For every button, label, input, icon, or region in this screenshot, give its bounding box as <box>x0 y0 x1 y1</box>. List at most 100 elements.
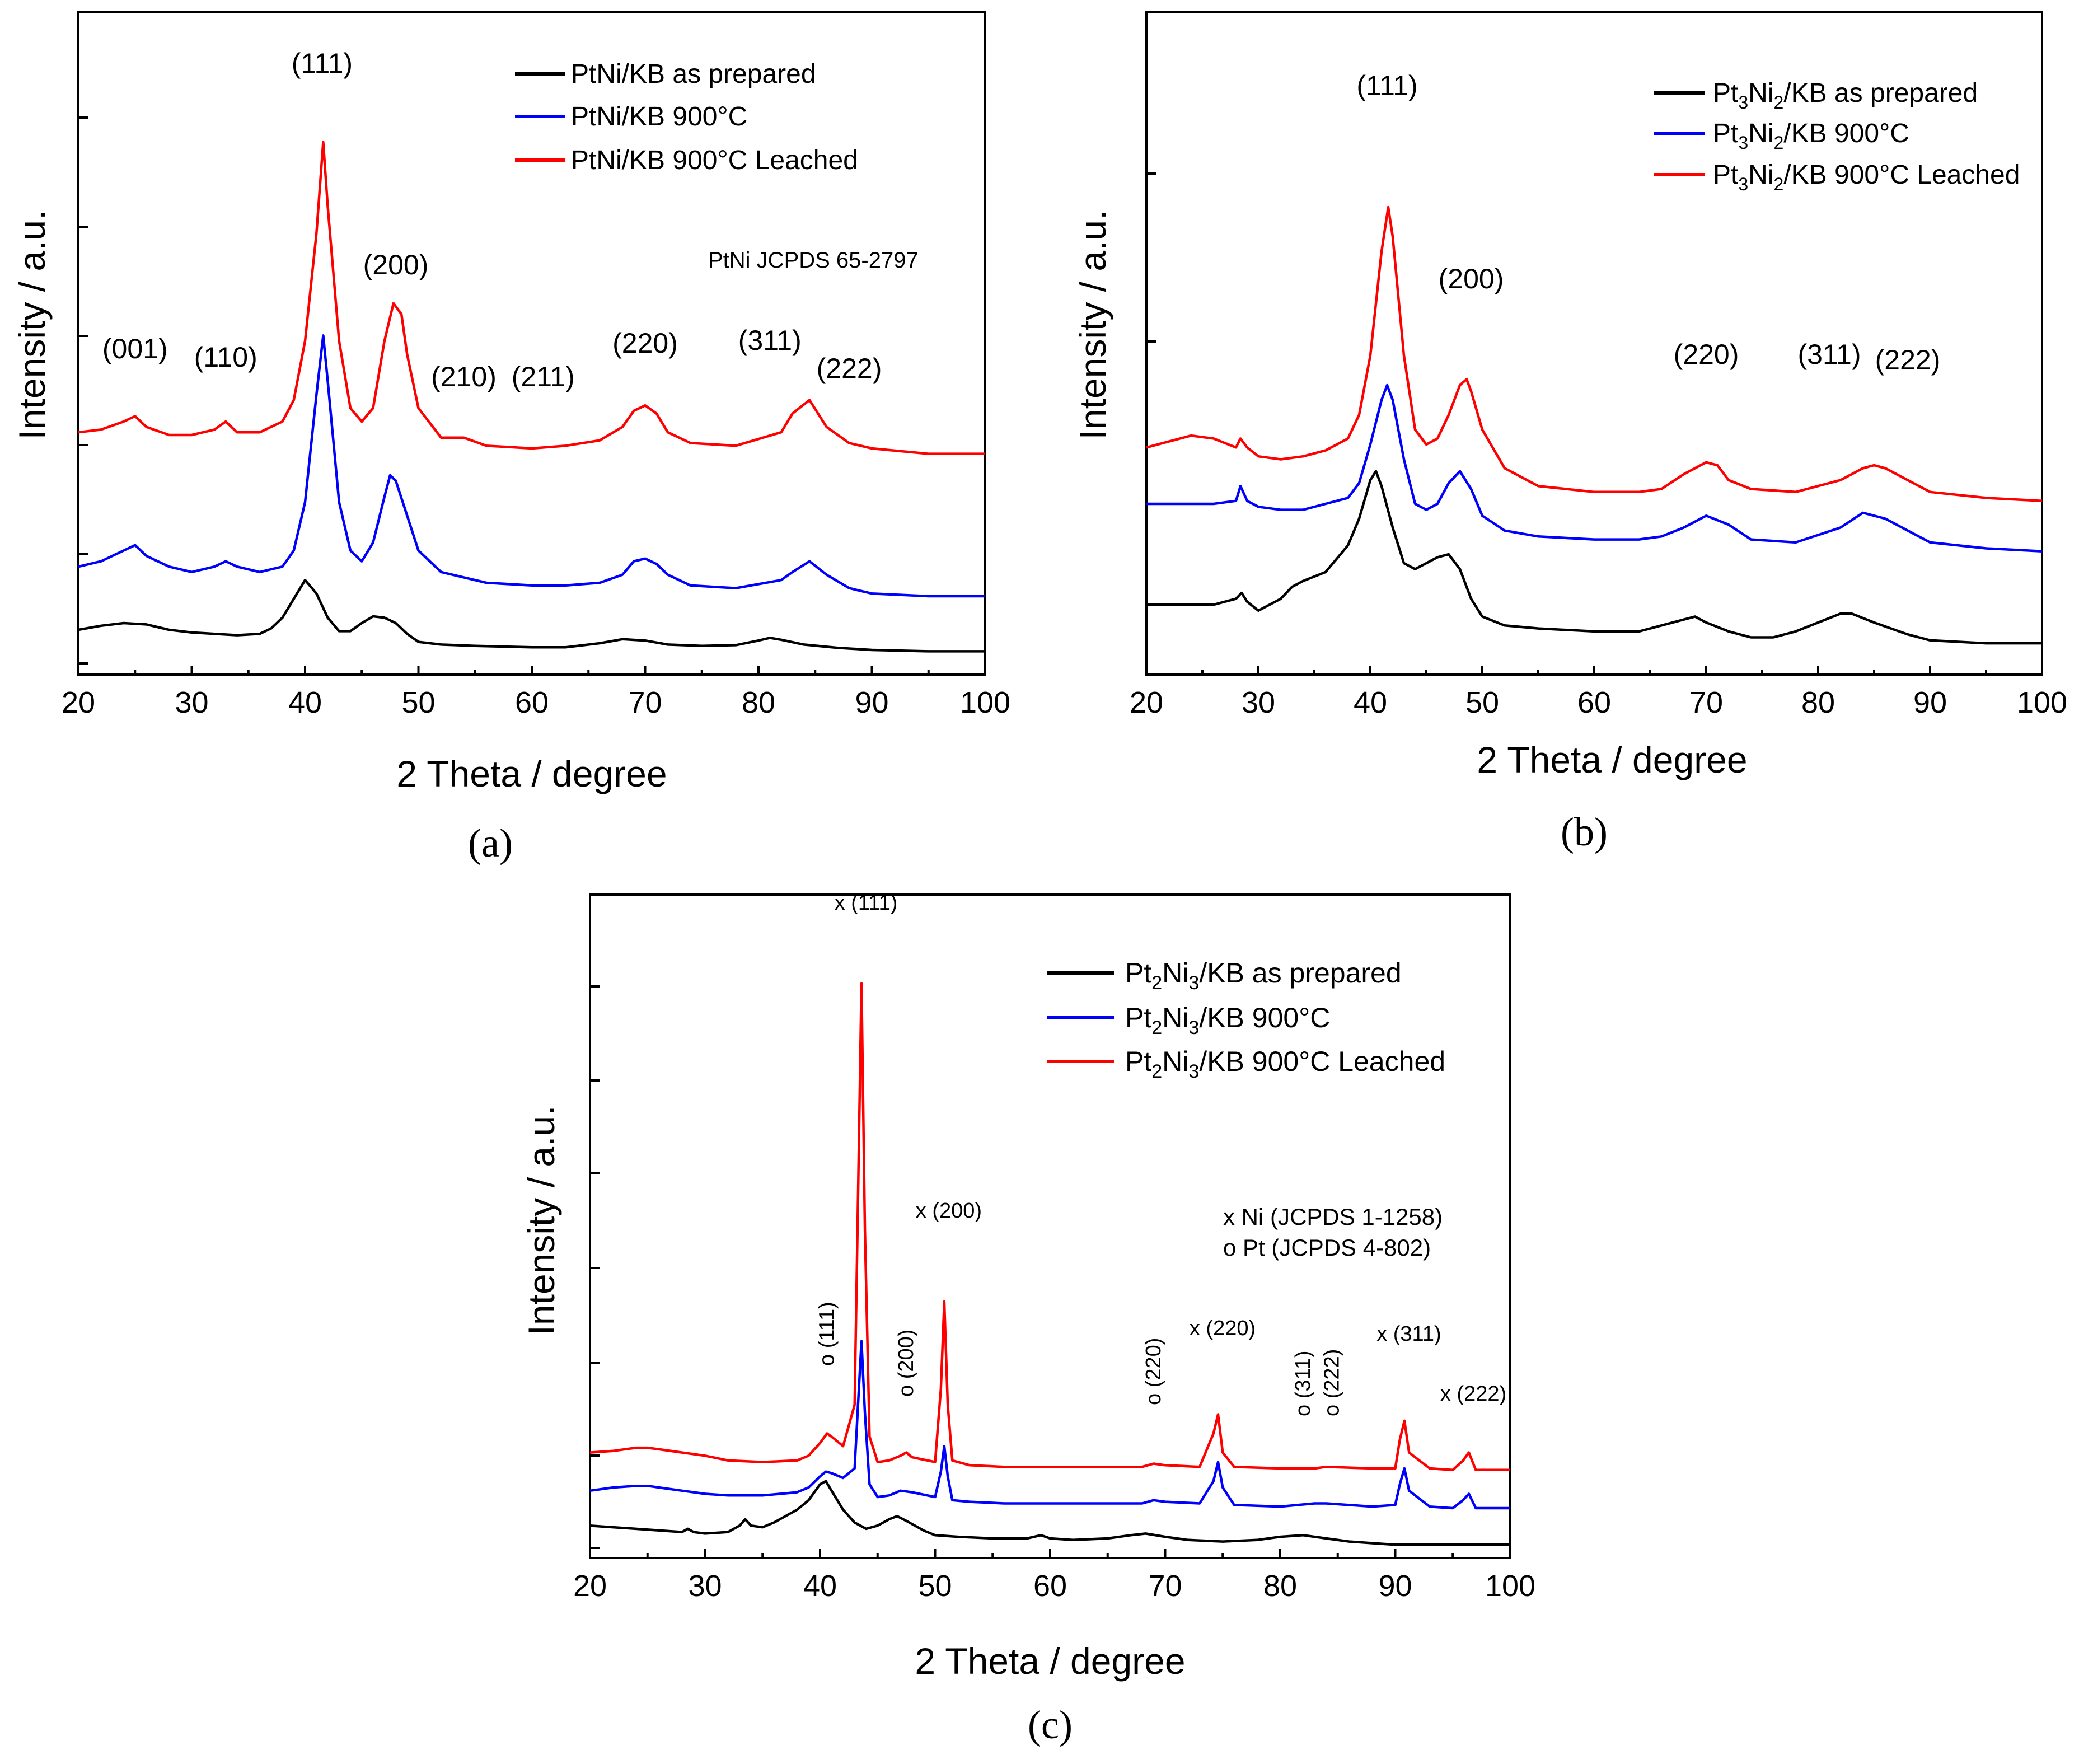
peak-label-c-1: x (200) <box>916 1199 982 1223</box>
y-axis-title-a: Intensity / a.u. <box>11 210 53 440</box>
peak-labels-b: (111) (200) (220) (311) (222) <box>1356 70 1940 376</box>
peak-labels-a: (001) (110) (111) (200) (210) (211) (220) (311)… <box>102 48 882 392</box>
peak-label-a-5: (211) <box>512 361 575 392</box>
x-tick-label-a-60: 60 <box>515 686 549 719</box>
x-ticks-b: 20 30 40 50 60 70 80 90 100 <box>1130 666 2067 719</box>
legend-a: PtNi/KB as prepared PtNi/KB 900°C PtNi/K… <box>515 59 858 175</box>
x-axis-title-c: 2 Theta / degree <box>915 1640 1185 1682</box>
series-line-c-0 <box>589 1480 1510 1546</box>
jcpds-note-c-ni: x Ni (JCPDS 1-1258) <box>1223 1204 1443 1230</box>
x-tick-label-b-90: 90 <box>1913 686 1947 719</box>
legend-label-c-2: Pt2Ni3/KB 900°C Leached <box>1125 1046 1445 1082</box>
legend-label-c-0: Pt2Ni3/KB as prepared <box>1125 957 1402 994</box>
peak-label-a-6: (220) <box>612 327 678 359</box>
x-tick-label-a-40: 40 <box>288 686 322 719</box>
peak-label-a-2: (111) <box>292 48 353 79</box>
x-tick-label-a-90: 90 <box>855 686 888 719</box>
curves-b <box>1146 205 2043 645</box>
peak-label-b-3: (311) <box>1797 339 1861 370</box>
series-line-a-2 <box>78 141 985 455</box>
peak-label-a-8: (222) <box>817 353 882 384</box>
x-tick-label-c-50: 50 <box>918 1569 952 1603</box>
peak-label-c-2: x (220) <box>1190 1317 1256 1340</box>
y-ticks-c <box>590 985 600 1549</box>
x-tick-label-c-20: 20 <box>573 1569 607 1603</box>
x-tick-label-b-80: 80 <box>1801 686 1835 719</box>
panel-a: 20 30 40 50 60 70 80 90 100 (001) (110) (111) (200)… <box>11 11 1010 865</box>
x-tick-label-b-30: 30 <box>1242 686 1275 719</box>
x-ticks-c: 20 30 40 50 60 70 80 90 100 <box>573 1549 1535 1603</box>
x-tick-label-b-50: 50 <box>1465 686 1499 719</box>
jcpds-note-c-pt: o Pt (JCPDS 4-802) <box>1223 1234 1431 1261</box>
x-tick-label-c-80: 80 <box>1263 1569 1297 1603</box>
peak-label-a-7: (311) <box>738 325 802 356</box>
x-ticks-a: 20 30 40 50 60 70 80 90 100 <box>62 666 1010 719</box>
peak-label-a-3: (200) <box>363 249 429 280</box>
legend-label-a-0: PtNi/KB as prepared <box>571 59 816 89</box>
series-line-a-0 <box>78 578 985 653</box>
legend-label-c-1: Pt2Ni3/KB 900°C <box>1125 1002 1330 1038</box>
legend-label-a-1: PtNi/KB 900°C <box>571 102 747 132</box>
series-line-c-1 <box>589 1340 1510 1510</box>
panel-b: 20 30 40 50 60 70 80 90 100 (111) (200) (220) (311)… <box>1072 11 2067 854</box>
y-ticks-a <box>78 116 88 665</box>
legend-label-b-0: Pt3Ni2/KB as prepared <box>1713 78 1978 113</box>
curves-c <box>589 982 1510 1546</box>
legend-label-b-2: Pt3Ni2/KB 900°C Leached <box>1713 160 2020 194</box>
peak-label-a-4: (210) <box>431 361 497 392</box>
peak-labels-c: x (111) x (200) x (220) x (311) x (222) o (11… <box>815 891 1506 1416</box>
x-tick-label-b-60: 60 <box>1577 686 1611 719</box>
jcpds-note-a: PtNi JCPDS 65-2797 <box>708 248 919 273</box>
series-line-b-2 <box>1146 205 2043 502</box>
legend-label-a-2: PtNi/KB 900°C Leached <box>571 146 858 175</box>
caption-a: (a) <box>468 821 513 865</box>
peak-label-b-2: (220) <box>1674 339 1739 370</box>
peak-label-c-3: x (311) <box>1376 1322 1441 1346</box>
plot-frame-b <box>1145 11 2043 676</box>
peak-label-b-0: (111) <box>1356 70 1417 101</box>
x-tick-label-a-80: 80 <box>742 686 775 719</box>
legend-c: Pt2Ni3/KB as prepared Pt2Ni3/KB 900°C Pt… <box>1047 957 1445 1082</box>
x-tick-label-a-20: 20 <box>62 686 95 719</box>
x-tick-label-c-40: 40 <box>803 1569 837 1603</box>
x-tick-label-c-30: 30 <box>688 1569 722 1603</box>
peak-label-c-5: o (111) <box>815 1302 839 1366</box>
peak-label-c-4: x (222) <box>1440 1382 1506 1406</box>
peak-label-a-1: (110) <box>194 341 257 373</box>
curves-a <box>78 141 985 653</box>
series-line-c-2 <box>589 982 1510 1472</box>
caption-b: (b) <box>1561 810 1608 854</box>
peak-label-c-9: o (222) <box>1320 1349 1343 1416</box>
series-line-b-1 <box>1146 383 2043 553</box>
y-axis-title-b: Intensity / a.u. <box>1072 210 1113 440</box>
x-tick-label-a-70: 70 <box>628 686 662 719</box>
peak-label-b-4: (222) <box>1875 344 1941 376</box>
x-axis-title-b: 2 Theta / degree <box>1477 739 1747 780</box>
y-ticks-b <box>1146 172 1156 505</box>
legend-b: Pt3Ni2/KB as prepared Pt3Ni2/KB 900°C Pt… <box>1654 78 2020 194</box>
panel-c: 20 30 40 50 60 70 80 90 100 x (111) x (200) x (220… <box>521 891 1535 1747</box>
peak-label-a-0: (001) <box>102 333 168 364</box>
x-tick-label-a-100: 100 <box>960 686 1010 719</box>
caption-c: (c) <box>1028 1702 1073 1747</box>
series-line-a-1 <box>78 334 985 598</box>
legend-label-b-1: Pt3Ni2/KB 900°C <box>1713 119 1909 153</box>
x-tick-label-c-90: 90 <box>1378 1569 1412 1603</box>
x-tick-label-b-20: 20 <box>1130 686 1163 719</box>
series-line-b-0 <box>1146 470 2042 645</box>
y-axis-title-c: Intensity / a.u. <box>521 1106 562 1336</box>
x-tick-label-c-60: 60 <box>1033 1569 1067 1603</box>
x-tick-label-a-30: 30 <box>175 686 208 719</box>
peak-label-c-6: o (200) <box>895 1330 918 1397</box>
x-tick-label-a-50: 50 <box>401 686 435 719</box>
x-tick-label-c-70: 70 <box>1148 1569 1182 1603</box>
peak-label-c-7: o (220) <box>1142 1338 1165 1405</box>
x-tick-label-b-40: 40 <box>1354 686 1387 719</box>
x-axis-title-a: 2 Theta / degree <box>396 753 667 794</box>
peak-label-b-1: (200) <box>1439 263 1504 294</box>
peak-label-c-8: o (311) <box>1291 1350 1315 1416</box>
x-tick-label-b-100: 100 <box>2017 686 2067 719</box>
x-tick-label-b-70: 70 <box>1689 686 1723 719</box>
x-tick-label-c-100: 100 <box>1485 1569 1535 1603</box>
